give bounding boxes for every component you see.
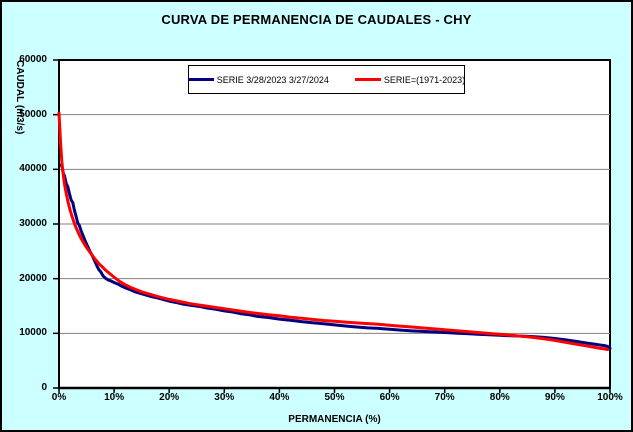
x-tick-label: 60% [379, 392, 400, 403]
x-tick-label: 30% [214, 392, 235, 403]
legend-item-serie-2023-2024: SERIE 3/28/2023 3/27/2024 [187, 74, 329, 85]
legend-item-serie-1971-2023: SERIE=(1971-2023) [354, 74, 466, 85]
y-axis-title: CAUDAL (m3/s) [14, 60, 25, 135]
legend-line-sample-red [354, 78, 381, 81]
x-tick-label: 10% [104, 392, 125, 403]
x-tick-label: 70% [434, 392, 455, 403]
x-tick-label: 50% [324, 392, 345, 403]
y-tick-label: 60000 [19, 54, 47, 65]
y-tick-label: 40000 [19, 163, 47, 175]
y-tick-label: 20000 [19, 272, 47, 284]
y-tick-label: 0 [41, 382, 47, 393]
x-tick-label: 90% [544, 392, 565, 403]
chart-title: CURVA DE PERMANENCIA DE CAUDALES - CHY [161, 12, 472, 27]
x-tick-label: 0% [51, 392, 67, 403]
legend-label: SERIE=(1971-2023) [383, 74, 466, 85]
x-tick-label: 100% [597, 392, 623, 403]
x-axis-title: PERMANENCIA (%) [288, 414, 381, 425]
x-tick-label: 20% [159, 392, 180, 403]
y-axis-tick-labels: 0 10000 20000 30000 40000 50000 60000 [2, 2, 47, 430]
x-tick-label: 80% [489, 392, 510, 403]
y-tick-label: 50000 [19, 108, 47, 120]
legend-label: SERIE 3/28/2023 3/27/2024 [216, 74, 329, 85]
legend: SERIE 3/28/2023 3/27/2024 SERIE=(1971-20… [187, 65, 466, 94]
series-line [57, 111, 610, 351]
y-tick-label: 10000 [19, 327, 47, 339]
x-tick-label: 40% [269, 392, 290, 403]
y-tick-label: 30000 [19, 218, 47, 229]
legend-line-sample-blue [187, 78, 214, 81]
